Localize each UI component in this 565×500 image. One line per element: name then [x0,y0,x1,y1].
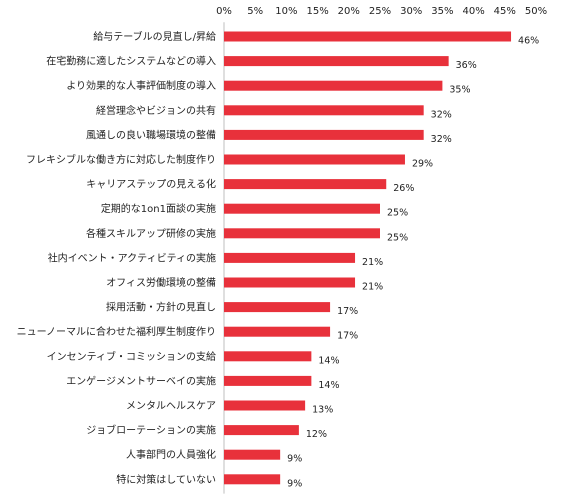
category-label: フレキシブルな働き方に対応した制度作り [26,153,216,166]
bar [224,129,424,140]
bar [224,375,312,386]
value-label: 9% [287,454,302,465]
bar [224,474,281,485]
category-label: 採用活動・方針の見直し [106,301,216,314]
value-label: 13% [312,405,333,416]
value-label: 46% [518,36,539,47]
bar [224,105,424,116]
value-label: 25% [387,232,408,243]
category-label: ニューノーマルに合わせた福利厚生制度作り [17,325,216,338]
x-tick-label: 25% [369,6,391,17]
value-label: 14% [318,355,339,366]
value-label: 32% [431,134,452,145]
bar [224,179,387,190]
category-label: より効果的な人事評価制度の導入 [66,79,216,92]
category-label: オフィス労働環境の整備 [106,276,216,289]
x-tick-label: 40% [462,6,484,17]
category-label: メンタルヘルスケア [126,400,216,412]
value-label: 17% [337,331,358,342]
bar [224,228,380,239]
x-tick-label: 5% [247,6,263,17]
bar [224,302,331,313]
value-label: 12% [306,429,327,440]
value-label: 9% [287,478,302,489]
bar [224,449,281,460]
category-label: ジョブローテーションの実施 [86,424,216,437]
value-label: 32% [431,109,452,120]
x-tick-label: 20% [338,6,360,17]
category-label: 社内イベント・アクティビティの実施 [48,251,216,264]
value-labels: 46% 36% 35% 32% 32% 29% 26% 25% 25% 21% 21% 17% 17% 1… [287,36,539,490]
bar [224,252,356,263]
category-label: 各種スキルアップ研修の実施 [86,227,216,240]
value-label: 21% [362,257,383,268]
category-label: 特に対策はしていない [116,473,216,486]
bar [224,326,331,337]
value-label: 36% [456,60,477,71]
x-tick-label: 35% [431,6,453,17]
bar [224,203,380,214]
category-label: 人事部門の人員強化 [126,448,216,461]
bar [224,351,312,362]
x-tick-label: 0% [216,6,232,17]
value-label: 25% [387,208,408,219]
bar [224,80,443,91]
bar [224,31,512,42]
category-label: 風通しの良い職場環境の整備 [86,128,216,141]
category-label: 在宅勤務に適したシステムなどの導入 [46,55,216,68]
category-label: エンゲージメントサーベイの実施 [66,374,216,387]
value-label: 26% [393,183,414,194]
category-label: 定期的な1on1面談の実施 [101,202,216,215]
bar [224,400,306,411]
bar [224,154,405,165]
category-label: インセンティブ・コミッションの支給 [47,350,216,363]
x-tick-label: 50% [525,6,547,17]
x-tick-label: 30% [400,6,422,17]
value-label: 21% [362,282,383,293]
bar [224,277,356,288]
x-axis-ticks: 0% 5% 10% 15% 20% 25% 30% 35% 40% 45% 50% [216,6,547,17]
value-label: 35% [449,85,470,96]
bars [224,31,512,485]
bar [224,56,449,67]
x-tick-label: 10% [275,6,297,17]
value-label: 17% [337,306,358,317]
x-tick-label: 45% [494,6,516,17]
value-label: 14% [318,380,339,391]
value-label: 29% [412,159,433,170]
bar [224,425,299,436]
category-label: キャリアステップの見える化 [86,178,216,191]
x-tick-label: 15% [306,6,328,17]
category-label: 経営理念やビジョンの共有 [96,104,216,117]
category-labels: 給与テーブルの見直し/昇給在宅勤務に適したシステムなどの導入より効果的な人事評価… [17,30,216,486]
category-label: 給与テーブルの見直し/昇給 [93,30,216,43]
